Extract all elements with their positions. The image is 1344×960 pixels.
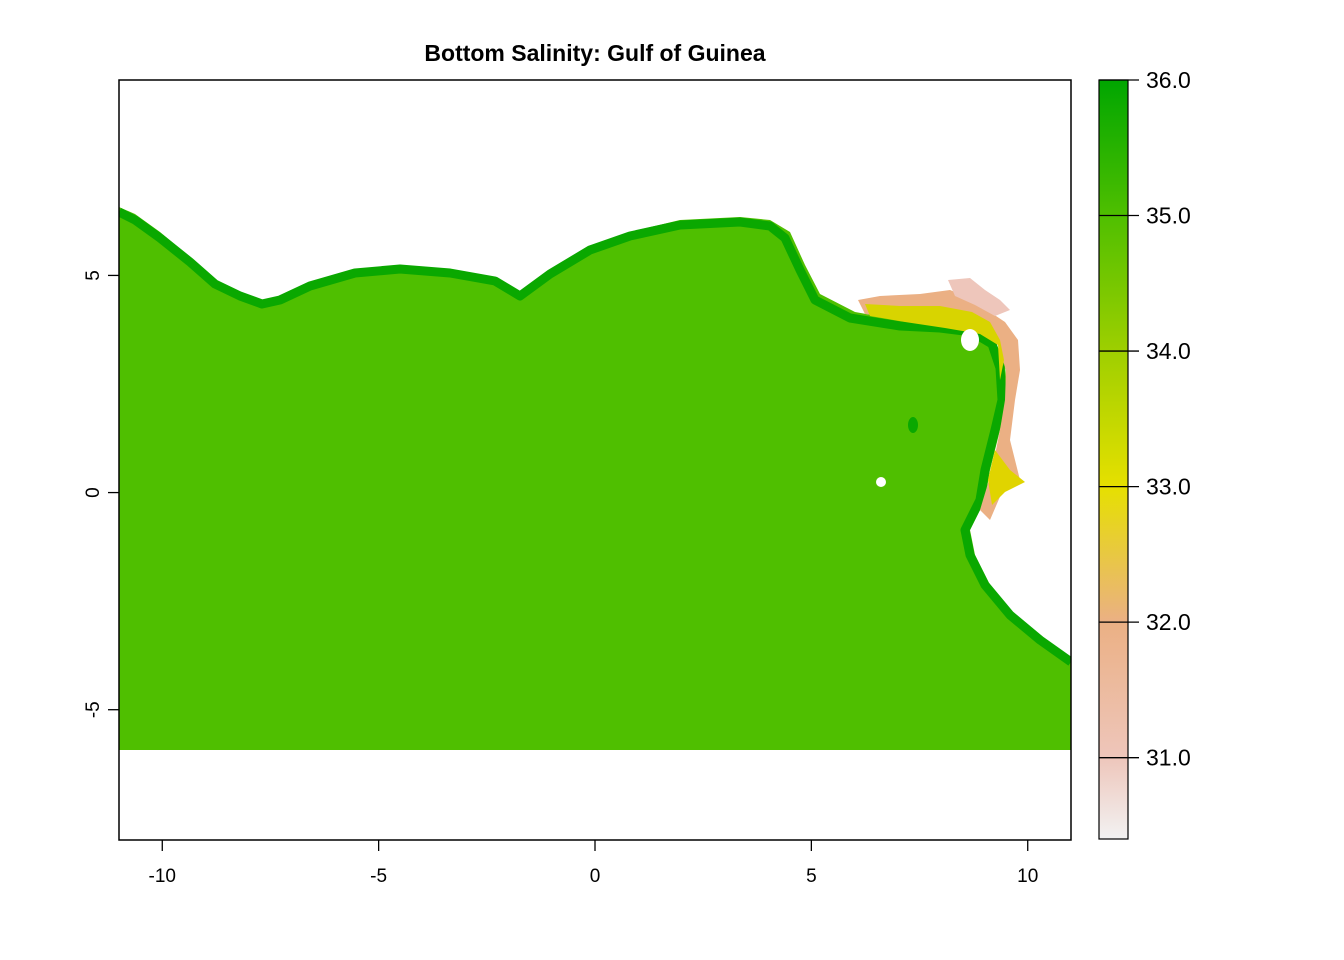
colorbar-tick-label: 31.0 [1146,745,1191,771]
island-sao-tome [908,417,918,433]
colorbar: 31.0 32.0 33.0 34.0 35.0 36.0 [1098,67,1191,840]
ocean-salinity-area [119,207,1071,750]
inland-fresh-patch [948,278,1010,316]
x-tick-label: 0 [590,866,601,887]
colorbar-tick-label: 34.0 [1146,338,1191,364]
colorbar-tick-label: 36.0 [1146,67,1191,93]
x-tick-label: 10 [1017,866,1038,887]
salinity-field [119,207,1071,750]
y-axis: -5 0 5 [83,270,119,718]
colorbar-tick-label: 35.0 [1146,203,1191,229]
x-axis: -10 -5 0 5 10 [149,840,1038,887]
x-tick-label: -10 [149,866,176,887]
y-tick-label: 0 [83,487,104,498]
chart-title: Bottom Salinity: Gulf of Guinea [424,40,765,66]
colorbar-gradient [1098,79,1129,840]
estuary-yellow [988,450,1025,505]
coastal-mid-salinity [865,304,1004,380]
y-tick-label: -5 [83,701,104,718]
colorbar-tick-label: 33.0 [1146,474,1191,500]
x-tick-label: -5 [370,866,387,887]
y-tick-label: 5 [83,270,104,281]
island-annobon [876,477,886,487]
shelf-edge-band [119,207,1071,666]
colorbar-tick-label: 32.0 [1146,609,1191,635]
x-tick-label: 5 [806,866,817,887]
island-bioko [961,329,979,351]
